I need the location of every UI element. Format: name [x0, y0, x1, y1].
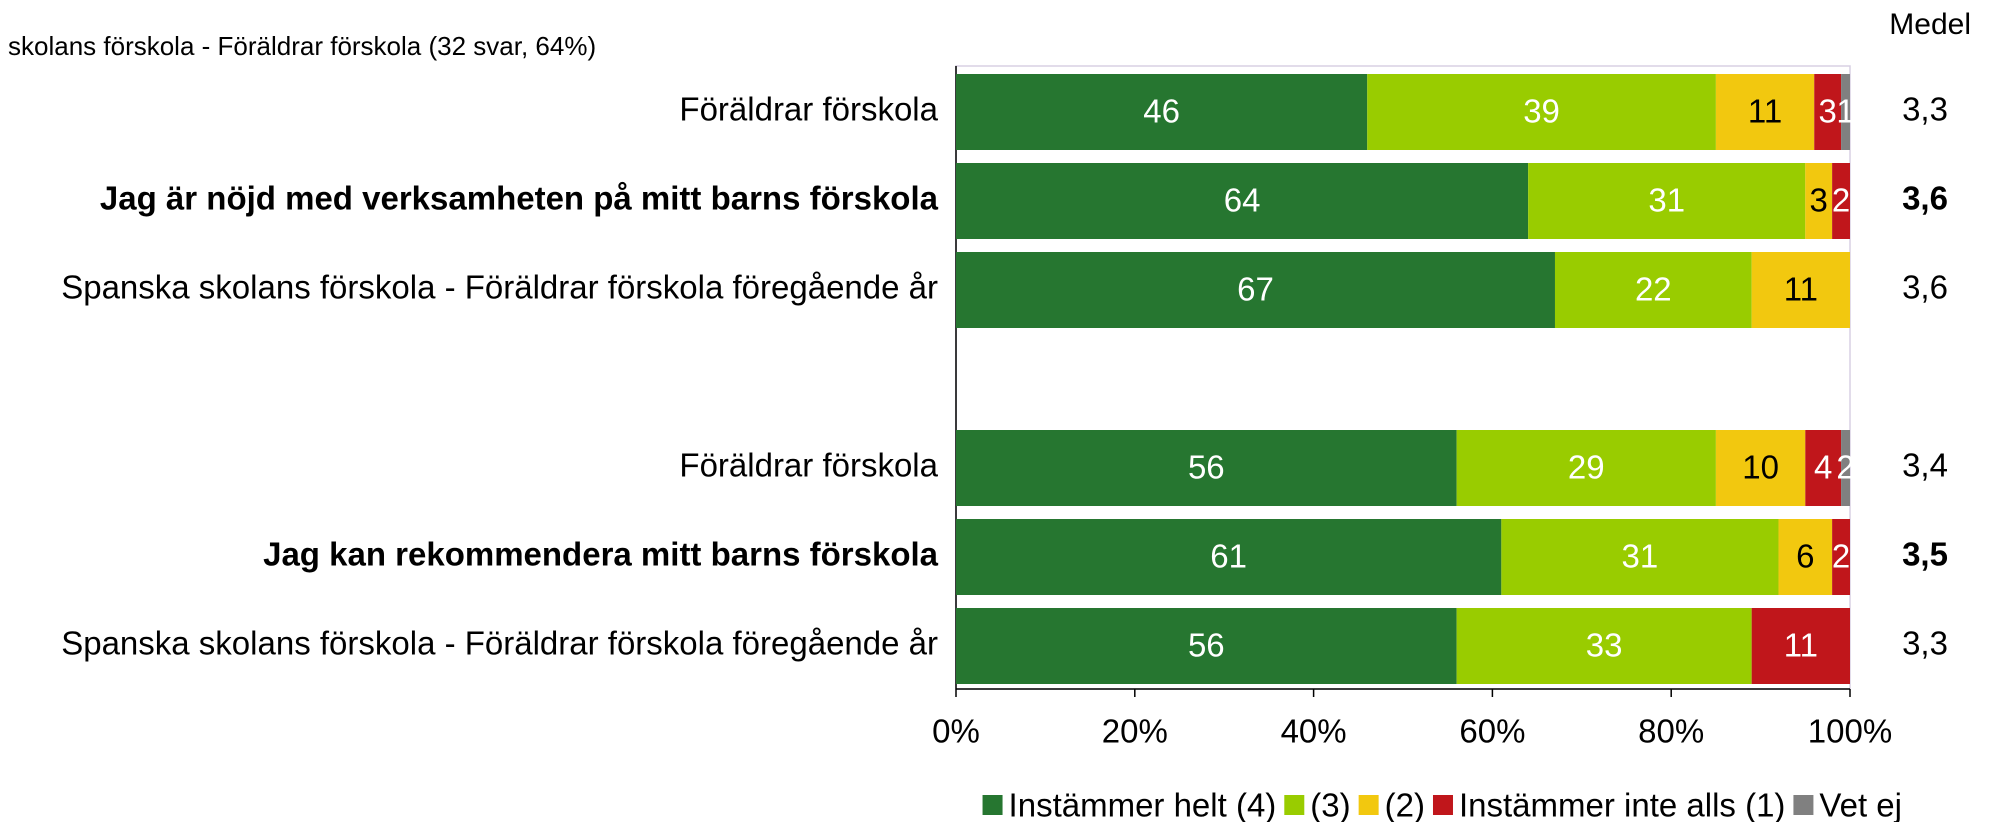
bar-segment [1841, 74, 1850, 150]
x-tick-label: 60% [1459, 713, 1525, 750]
data-label: 67 [1237, 271, 1274, 308]
x-tick-label: 100% [1808, 713, 1892, 750]
data-label: 3 [1810, 182, 1828, 219]
bar-segment [956, 74, 1368, 150]
data-label: 11 [1784, 271, 1818, 308]
bar-segment [1841, 430, 1850, 506]
category-label: Spanska skolans förskola - Föräldrar för… [61, 625, 938, 662]
data-label: 2 [1832, 538, 1850, 575]
category-label: Spanska skolans förskola - Föräldrar för… [61, 269, 938, 306]
mean-label: 3,6 [1902, 180, 1948, 217]
category-label: Föräldrar förskola [679, 447, 938, 484]
data-label: 2 [1832, 182, 1850, 219]
legend-label: Vet ej [1819, 787, 1902, 822]
data-label: 2 [1836, 449, 1854, 486]
data-label: 56 [1188, 627, 1225, 664]
data-label: 3 [1818, 93, 1836, 130]
data-label: 6 [1796, 538, 1814, 575]
mean-header: Medel [1889, 8, 1971, 41]
chart-title: skolans förskola - Föräldrar förskola (3… [8, 31, 596, 61]
data-label: 22 [1635, 271, 1672, 308]
bar-segment [1456, 430, 1716, 506]
legend-label: Instämmer helt (4) [1009, 787, 1277, 822]
legend-swatch [1358, 795, 1379, 815]
data-label: 61 [1210, 538, 1247, 575]
mean-label: 3,5 [1902, 536, 1948, 573]
bar-segment [1805, 163, 1833, 239]
mean-label: 3,3 [1902, 91, 1948, 128]
bar-segment [1715, 430, 1806, 506]
plot-frame [955, 65, 1851, 690]
data-label: 31 [1622, 538, 1659, 575]
bar-segment [1367, 74, 1716, 150]
bar-segment [956, 519, 1502, 595]
mean-label: 3,6 [1902, 269, 1948, 306]
category-label: Jag är nöjd med verksamheten på mitt bar… [100, 180, 939, 217]
bar-segment [1501, 519, 1779, 595]
data-label: 11 [1784, 627, 1818, 664]
mean-label: 3,4 [1902, 447, 1948, 484]
x-tick-label: 20% [1102, 713, 1168, 750]
bar-segment [1751, 608, 1850, 684]
legend-swatch [1432, 795, 1453, 815]
legend-swatch [1793, 795, 1814, 815]
legend-label: (2) [1385, 787, 1425, 822]
data-label: 29 [1568, 449, 1605, 486]
bar-segment [1554, 252, 1752, 328]
data-label: 31 [1648, 182, 1685, 219]
category-label: Jag kan rekommendera mitt barns förskola [263, 536, 939, 573]
legend-label: (3) [1310, 787, 1350, 822]
bar-segment [1778, 519, 1833, 595]
bar-segment [1751, 252, 1850, 328]
x-tick-label: 80% [1638, 713, 1704, 750]
bar-segment [1715, 74, 1815, 150]
data-label: 39 [1523, 93, 1560, 130]
mean-label: 3,3 [1902, 625, 1948, 662]
bar-segment [956, 252, 1555, 328]
legend-label: Instämmer inte alls (1) [1459, 787, 1785, 822]
bar-segment [956, 608, 1457, 684]
bar-segment [1456, 608, 1752, 684]
data-label: 33 [1586, 627, 1623, 664]
bar-segment [1832, 519, 1850, 595]
bar-segment [1805, 430, 1842, 506]
data-label: 64 [1224, 182, 1261, 219]
legend-swatch [982, 795, 1003, 815]
bar-segment [1832, 163, 1850, 239]
x-tick-label: 0% [932, 713, 980, 750]
bar-segment [956, 430, 1457, 506]
data-label: 10 [1742, 449, 1779, 486]
bar-segment [1528, 163, 1806, 239]
bar-segment [956, 163, 1529, 239]
data-label: 46 [1143, 93, 1180, 130]
legend-swatch [1284, 795, 1305, 815]
category-label: Föräldrar förskola [679, 91, 938, 128]
data-label: 4 [1814, 449, 1832, 486]
data-label: 11 [1748, 93, 1782, 130]
bar-segment [1814, 74, 1842, 150]
data-label: 1 [1836, 93, 1854, 130]
x-tick-label: 40% [1281, 713, 1347, 750]
data-label: 56 [1188, 449, 1225, 486]
